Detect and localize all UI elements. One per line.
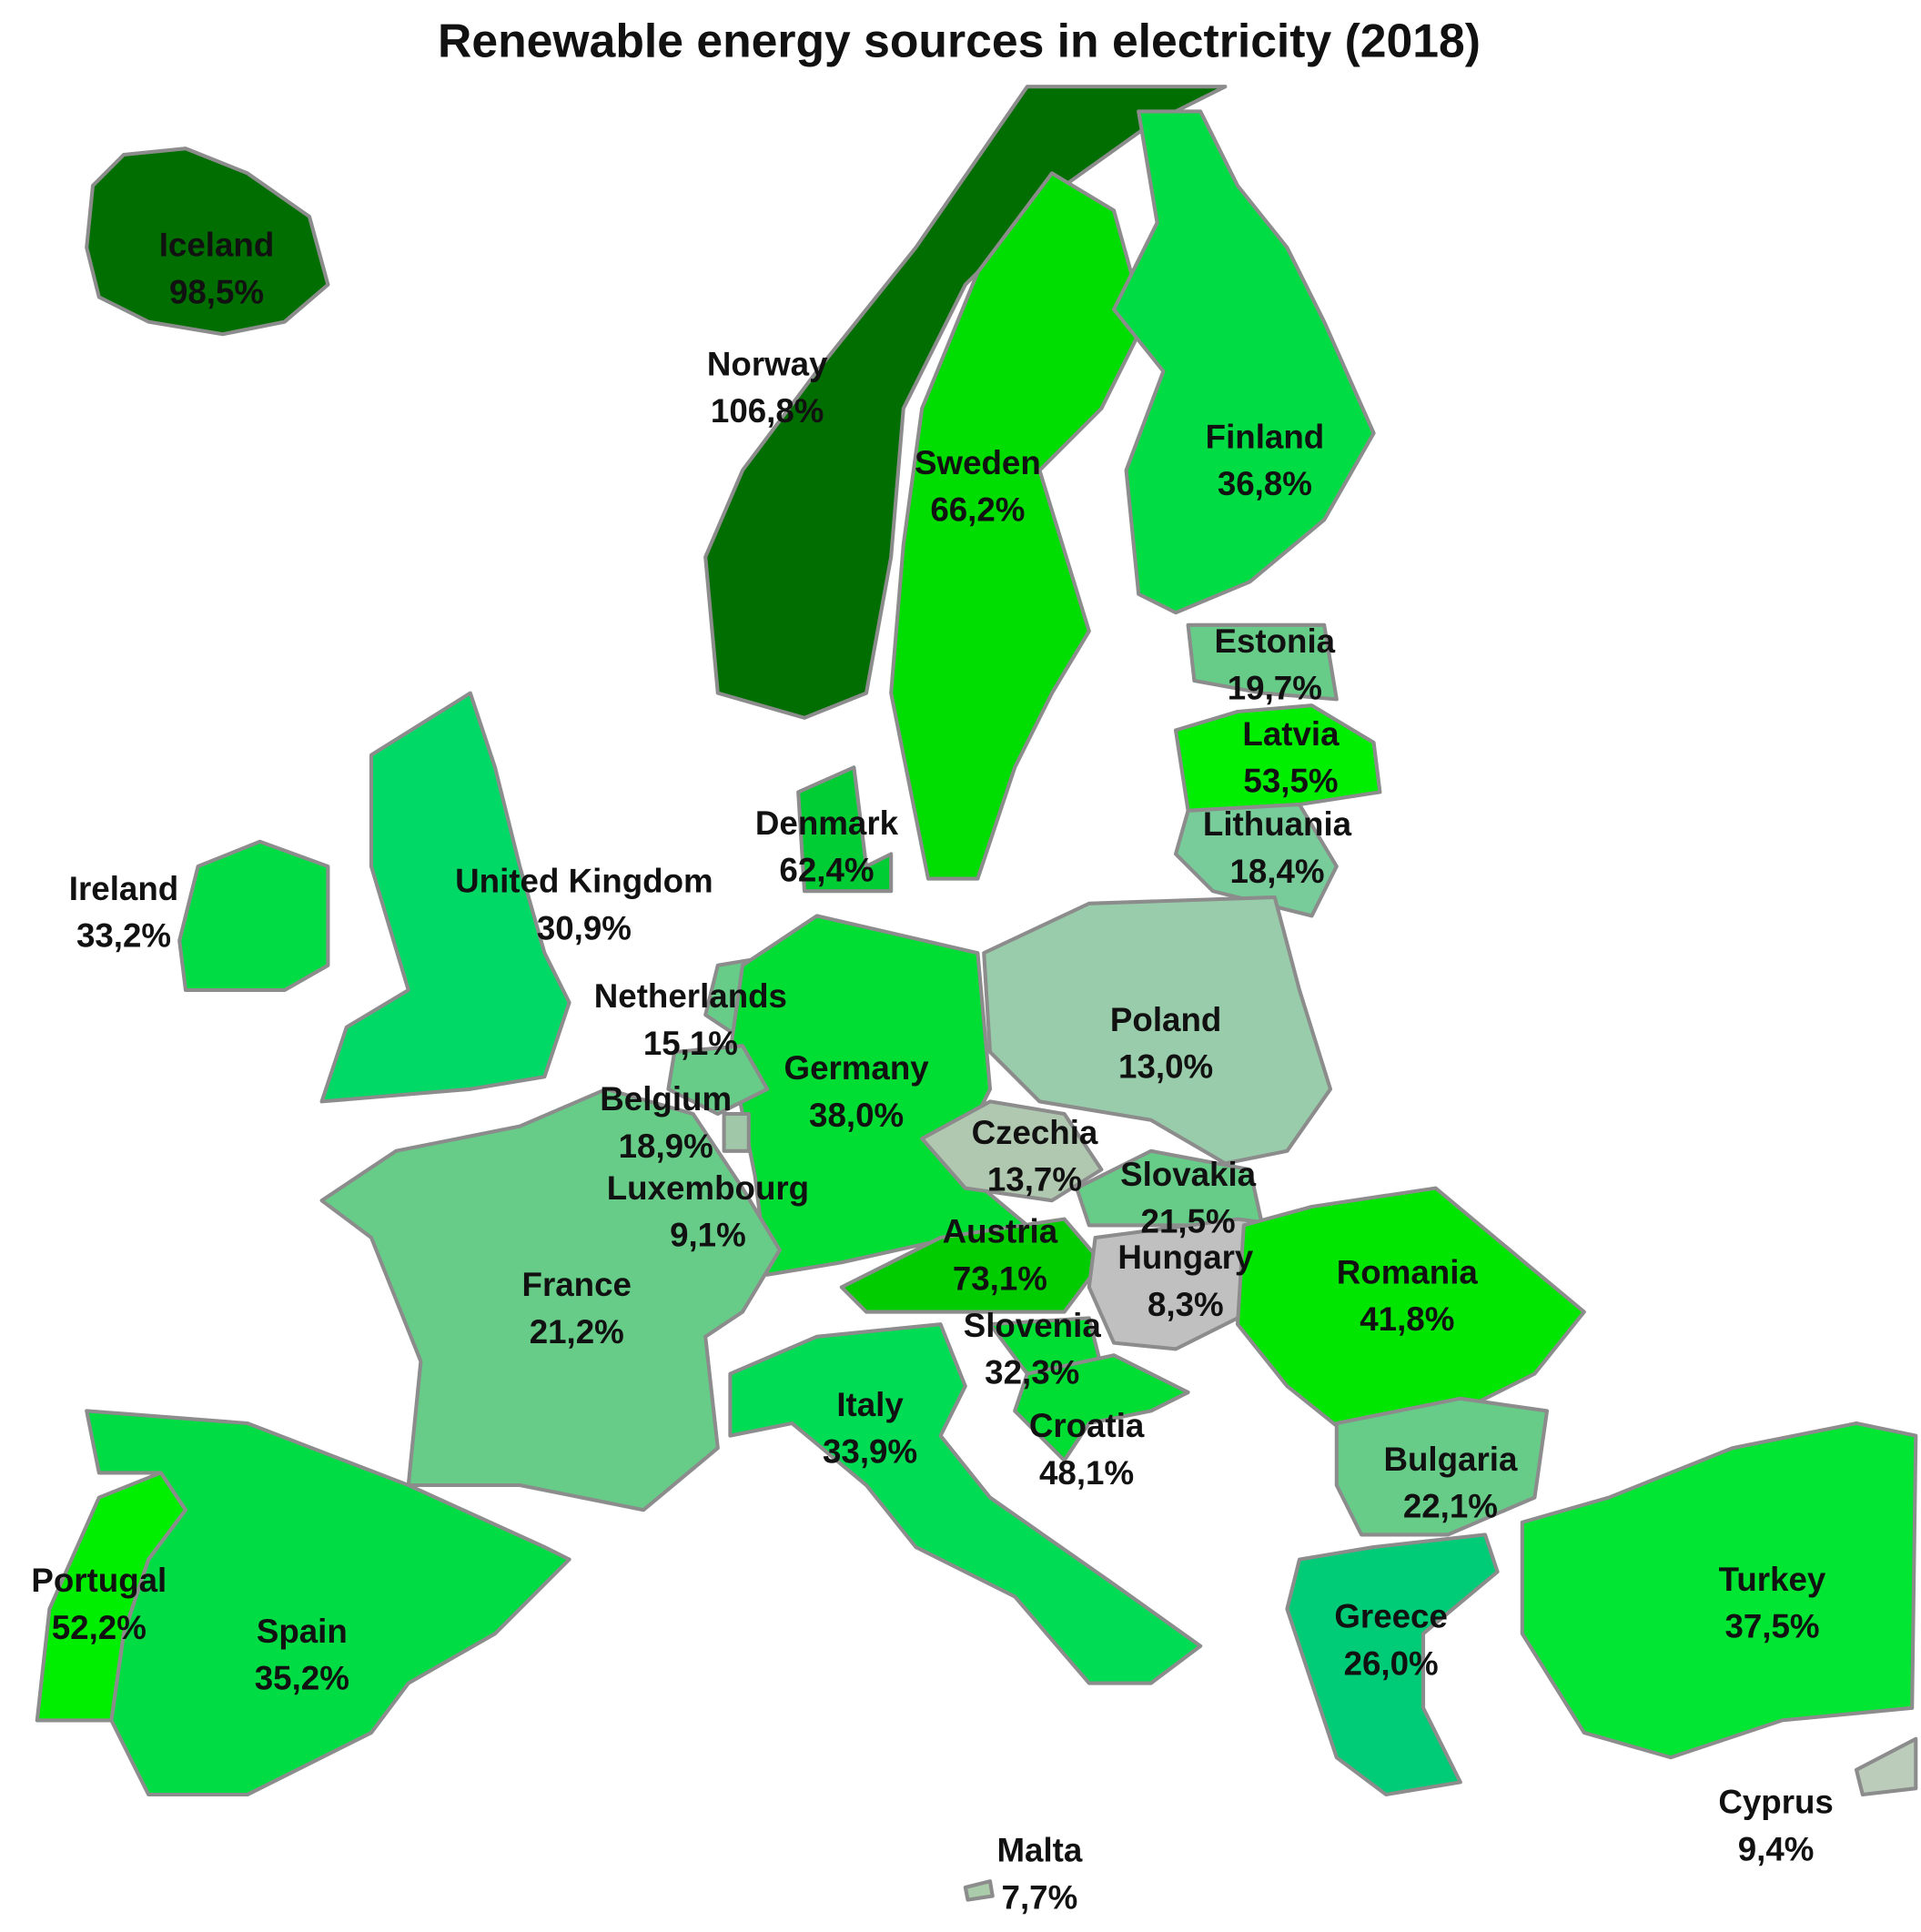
country-value: 53,5% xyxy=(1243,763,1338,800)
country-value: 98,5% xyxy=(169,273,264,310)
country-name: United Kingdom xyxy=(455,863,713,900)
country-name: Spain xyxy=(257,1613,348,1650)
country-name: Turkey xyxy=(1719,1561,1826,1598)
country-value: 19,7% xyxy=(1228,670,1322,707)
country-shape xyxy=(982,895,1333,1166)
map-title: Renewable energy sources in electricity … xyxy=(438,15,1481,67)
country-value: 8,3% xyxy=(1148,1286,1224,1323)
country-value: 22,1% xyxy=(1403,1488,1498,1525)
country-shape xyxy=(177,839,330,993)
country-name: Estonia xyxy=(1214,622,1335,660)
country-value: 35,2% xyxy=(255,1660,349,1697)
country-name: Norway xyxy=(707,345,828,382)
country-value: 21,2% xyxy=(530,1313,624,1350)
country-name: Slovenia xyxy=(964,1307,1102,1344)
country-shape xyxy=(1854,1736,1918,1797)
country-name: Poland xyxy=(1110,1001,1221,1038)
country-name: Finland xyxy=(1206,419,1325,456)
country-shape xyxy=(728,1322,1203,1685)
country-name: Greece xyxy=(1334,1598,1448,1635)
country-shape xyxy=(703,85,1228,720)
country-value: 13,0% xyxy=(1118,1048,1213,1086)
country-shape xyxy=(889,171,1148,881)
countries xyxy=(35,85,1918,1902)
country-shape xyxy=(1173,802,1339,918)
country-name: Hungary xyxy=(1117,1239,1254,1276)
country-name: Bulgaria xyxy=(1383,1441,1517,1478)
country-value: 21,5% xyxy=(1141,1203,1236,1240)
country-value: 37,5% xyxy=(1724,1607,1819,1644)
country-name: Iceland xyxy=(159,227,275,264)
country-shape xyxy=(1520,1421,1918,1760)
country-name: Ireland xyxy=(69,870,178,907)
country-name: Luxembourg xyxy=(607,1169,809,1207)
country-shape xyxy=(796,765,894,894)
country-name: Italy xyxy=(836,1386,904,1423)
country-value: 13,7% xyxy=(987,1161,1082,1199)
country-shape xyxy=(839,1217,1104,1314)
country-shape xyxy=(666,1044,770,1117)
country-name: Netherlands xyxy=(594,977,787,1015)
country-shape xyxy=(1111,109,1376,615)
country-name: Denmark xyxy=(755,804,899,842)
country-shape xyxy=(319,691,571,1104)
country-value: 30,9% xyxy=(537,909,632,946)
country-value: 33,9% xyxy=(823,1433,917,1471)
country-value: 36,8% xyxy=(1218,465,1312,502)
country-name: Sweden xyxy=(915,444,1041,481)
country-value: 26,0% xyxy=(1344,1644,1439,1682)
country-name: Cyprus xyxy=(1718,1784,1834,1821)
country-name: Romania xyxy=(1337,1254,1479,1291)
country-name: Malta xyxy=(996,1832,1082,1869)
country-value: 73,1% xyxy=(953,1259,1047,1297)
country-name: Germany xyxy=(784,1049,930,1087)
country-name: France xyxy=(522,1266,632,1303)
country-value: 18,4% xyxy=(1229,853,1324,890)
country-shape xyxy=(319,1087,782,1512)
country-shape xyxy=(85,147,330,337)
country-value: 41,8% xyxy=(1360,1300,1454,1338)
country-shape xyxy=(920,1099,1104,1203)
country-shape xyxy=(1013,1353,1190,1462)
country-shape xyxy=(722,1111,751,1153)
country-shape xyxy=(1235,1186,1586,1438)
country-shape xyxy=(1186,622,1339,702)
country-value: 106,8% xyxy=(711,392,824,430)
country-name: Czechia xyxy=(972,1114,1098,1151)
country-name: Belgium xyxy=(600,1080,732,1118)
country-value: 33,2% xyxy=(76,917,171,955)
country-value: 9,1% xyxy=(670,1217,746,1254)
country-shape xyxy=(1285,1532,1500,1797)
country-shape xyxy=(963,1879,995,1902)
country-name: Lithuania xyxy=(1203,805,1352,843)
labels: Iceland 98,5% Norway 106,8% Sweden 66,2% Finla… xyxy=(31,227,1834,1917)
country-value: 66,2% xyxy=(930,491,1025,529)
country-value: 48,1% xyxy=(1039,1454,1134,1492)
country-value: 18,9% xyxy=(619,1128,713,1165)
map-layer: Iceland 98,5% Norway 106,8% Sweden 66,2% Finla… xyxy=(31,15,1918,1917)
country-name: Slovakia xyxy=(1120,1156,1257,1193)
country-shape xyxy=(1334,1396,1550,1537)
country-name: Croatia xyxy=(1029,1407,1145,1444)
country-name: Austria xyxy=(943,1213,1058,1250)
country-value: 32,3% xyxy=(985,1354,1079,1391)
country-value: 52,2% xyxy=(52,1609,147,1646)
country-name: Portugal xyxy=(31,1562,167,1599)
country-value: 7,7% xyxy=(1002,1878,1078,1916)
country-value: 15,1% xyxy=(643,1025,738,1062)
country-value: 62,4% xyxy=(779,852,874,889)
country-value: 38,0% xyxy=(809,1097,904,1134)
country-name: Latvia xyxy=(1242,715,1340,753)
country-value: 9,4% xyxy=(1738,1830,1815,1867)
country-shape xyxy=(85,1409,571,1797)
